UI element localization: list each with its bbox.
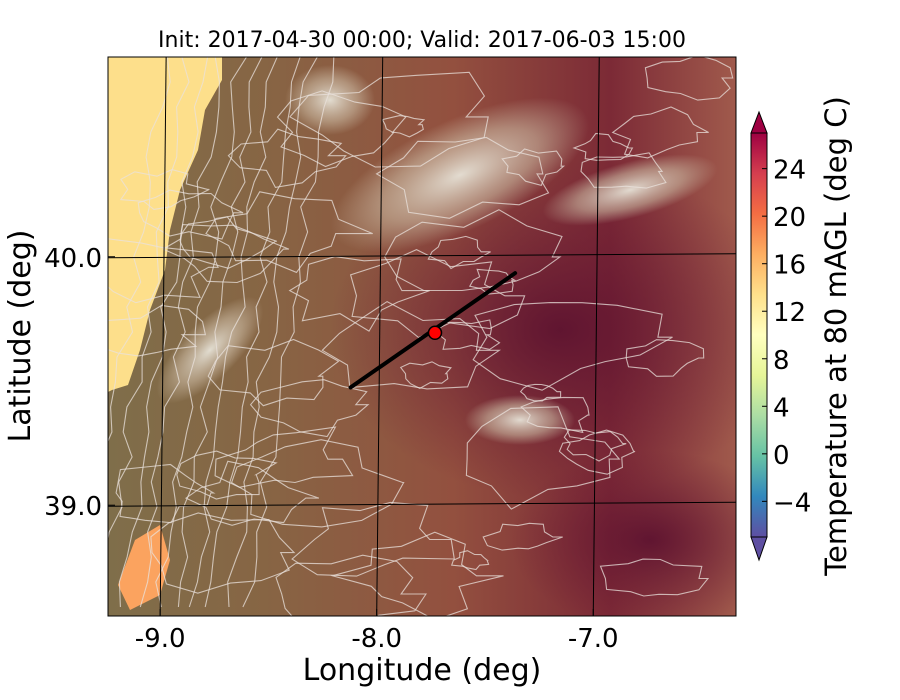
colorbar-tick-label-5: 16 — [773, 251, 806, 281]
y-tick-label-0: 39.0 — [44, 492, 102, 522]
x-axis-label: Longitude (deg) — [303, 653, 542, 688]
x-tick-label-0: -9.0 — [135, 624, 186, 654]
gridline-lat-1 — [108, 253, 736, 259]
colorbar-tick-label-3: 8 — [773, 346, 790, 376]
gridline-lon-1 — [376, 57, 384, 616]
hot-southeast-region — [510, 450, 736, 616]
colorbar-tick-label-7: 24 — [773, 156, 806, 186]
ridge-north — [285, 65, 375, 135]
colorbar-tick-label-0: −4 — [773, 488, 811, 518]
colorbar: −4 0 4 8 12 16 20 24 — [750, 110, 811, 562]
ocean-area — [108, 57, 222, 392]
x-tick-label-2: -7.0 — [568, 624, 619, 654]
site-marker — [427, 325, 443, 341]
colorbar-tick-label-1: 0 — [773, 441, 790, 471]
gridline-lon-2 — [592, 57, 600, 616]
ridge-central — [331, 97, 589, 253]
hot-interior-region — [330, 160, 736, 500]
colorbar-extend-min — [750, 536, 768, 562]
colorbar-scale — [750, 132, 768, 538]
y-axis-label: Latitude (deg) — [3, 230, 38, 443]
x-tick-label-1: -8.0 — [351, 624, 402, 654]
ridge-east — [542, 154, 718, 226]
chart-title: Init: 2017-04-30 00:00; Valid: 2017-06-0… — [158, 28, 686, 53]
y-axis: 39.0 40.0 — [44, 244, 115, 522]
gridline-lon-0 — [159, 57, 167, 616]
y-tick-label-1: 40.0 — [44, 244, 102, 274]
colorbar-tick-label-2: 4 — [773, 393, 790, 423]
colorbar-extend-max — [750, 110, 768, 134]
colorbar-tick-label-6: 20 — [773, 203, 806, 233]
gridlines — [108, 57, 736, 616]
ridge-south — [465, 395, 575, 445]
colorbar-tick-label-4: 12 — [773, 298, 806, 328]
x-axis: -9.0 -8.0 -7.0 — [135, 609, 619, 654]
plot-area — [108, 57, 736, 616]
colorbar-label: Temperature at 80 mAGL (deg C) — [819, 96, 853, 577]
plot-frame — [107, 56, 737, 617]
contour-lines — [108, 57, 734, 616]
gridline-lat-0 — [108, 501, 736, 507]
